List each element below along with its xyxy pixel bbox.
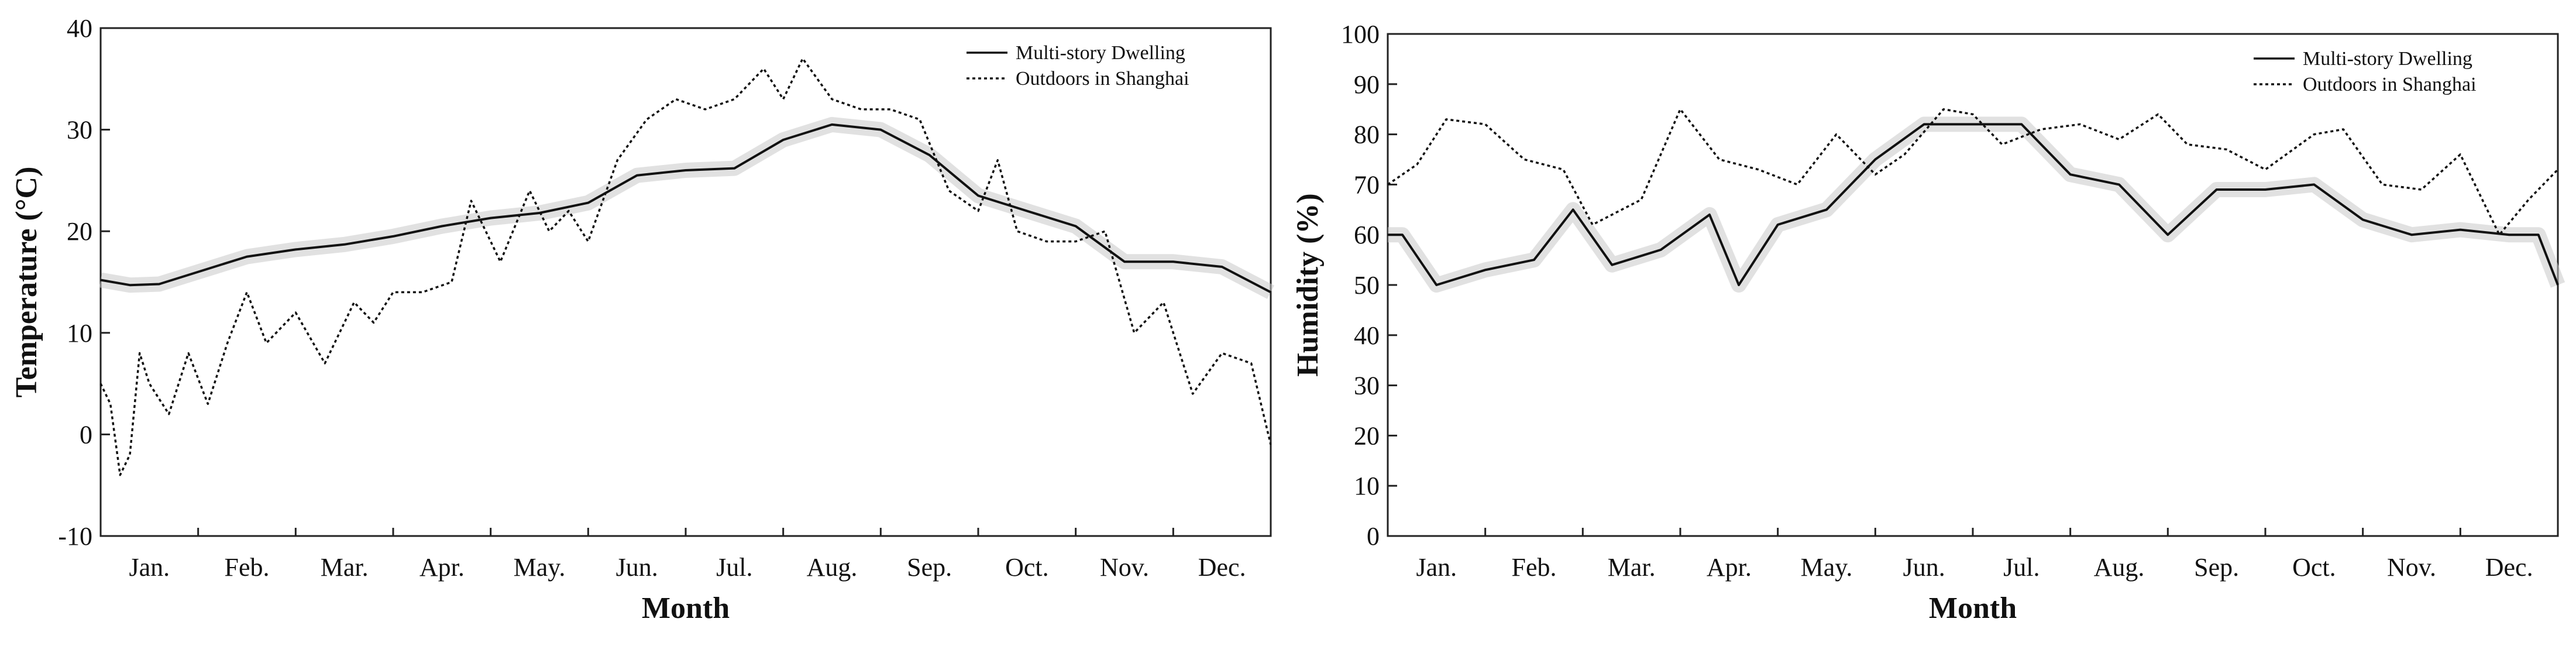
series-line-dwelling [1388,123,2559,286]
plot-frame [99,27,1272,537]
x-tick-label: Sep. [907,553,952,582]
legend-label: Multi-story Dwelling [1016,42,1185,64]
y-tick-label: 40 [67,14,92,43]
x-tick-label: Jul. [2003,553,2040,582]
y-tick-label: 0 [1367,522,1380,551]
x-axis-title: Month [642,592,730,625]
x-tick-label: May. [1801,553,1853,582]
y-tick-label: 70 [1354,170,1380,199]
x-axis-title: Month [1929,592,2017,625]
x-tick-label: Jan. [129,553,170,582]
y-tick-label: 80 [1354,121,1380,149]
legend-label: Outdoors in Shanghai [1016,68,1189,90]
temperature-chart: -10 0 10 20 30 40 Jan. Feb. Mar. Apr. May. Jun. Jul.… [10,14,1275,625]
y-tick-label: 30 [67,116,92,145]
series-line-outdoors [1387,108,2559,236]
x-tick-label: Mar. [321,553,369,582]
x-tick-label: Feb. [1512,553,1557,582]
y-tick-label: 0 [80,420,92,449]
x-tick-label: Nov. [1100,553,1149,582]
y-tick-label: 20 [1354,421,1380,450]
legend-label: Outdoors in Shanghai [2303,74,2477,95]
x-tick-label: Aug. [807,553,858,582]
plot-frame [1387,33,2559,537]
y-axis-title: Humidity (%) [1291,193,1325,376]
humidity-chart: 0 10 20 30 40 50 60 70 80 90 100 Jan. Feb. Mar. Apr. Ma… [1291,20,2565,625]
x-tick-label: Jun. [616,553,658,582]
x-tick-label: Dec. [2485,553,2533,582]
x-tick-label: Apr. [1707,553,1752,582]
x-tick-label: Sep. [2194,553,2239,582]
x-tick-label: Mar. [1608,553,1656,582]
x-tick-label: May. [514,553,566,582]
y-tick-label: 30 [1354,372,1380,400]
x-tick-label: Jul. [716,553,752,582]
y-tick-label: 40 [1354,321,1380,350]
x-tick-label: Aug. [2094,553,2145,582]
measurement-band [99,116,1275,299]
x-tick-label: Apr. [419,553,465,582]
x-tick-label: Jun. [1903,553,1945,582]
y-tick-label: 20 [67,217,92,246]
series-line-dwelling [100,123,1271,294]
x-tick-label: Jan. [1416,553,1457,582]
x-tick-label: Nov. [2387,553,2436,582]
x-tick-label: Feb. [225,553,270,582]
y-tick-label: 100 [1341,20,1380,49]
x-tick-label: Dec. [1198,553,1246,582]
series-line-outdoors [99,57,1272,476]
y-tick-label: 60 [1354,221,1380,249]
measurement-band [1388,116,2565,293]
y-tick-label: 90 [1354,70,1380,99]
x-tick-label: Oct. [1005,553,1049,582]
y-axis-title: Temperature (°C) [10,167,43,398]
y-tick-label: 10 [1354,472,1380,500]
y-tick-label: 50 [1354,271,1380,300]
x-tick-label: Oct. [2292,553,2336,582]
legend-label: Multi-story Dwelling [2303,48,2472,70]
y-tick-label: 10 [67,319,92,348]
y-tick-label: -10 [58,522,92,551]
